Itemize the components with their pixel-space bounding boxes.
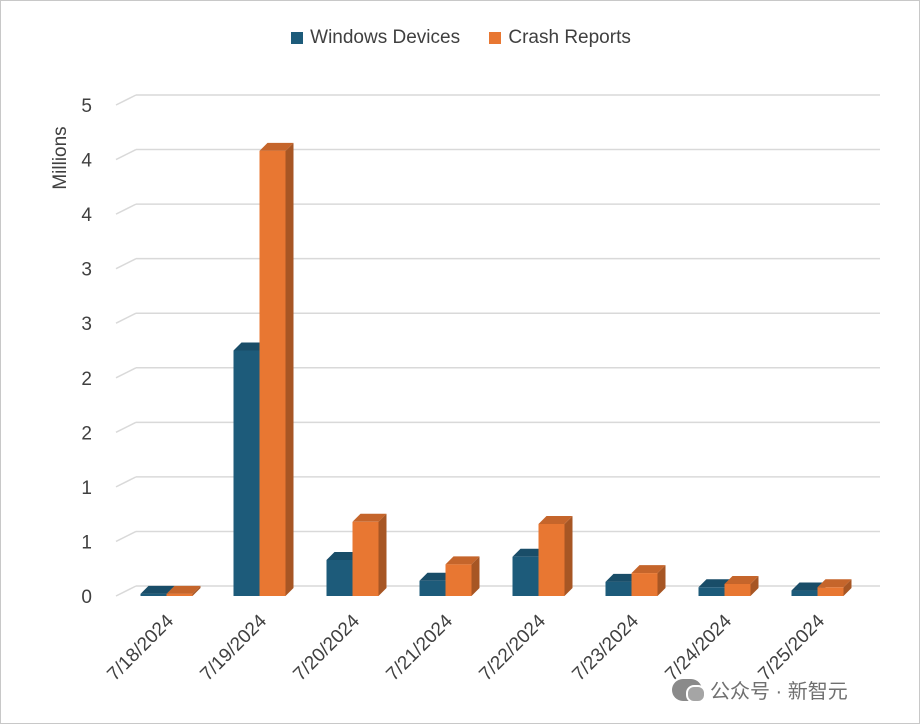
bars bbox=[140, 142, 852, 596]
wechat-icon bbox=[672, 678, 706, 703]
bar-front bbox=[724, 583, 751, 596]
bar-top bbox=[512, 548, 547, 557]
bar-front bbox=[512, 556, 539, 596]
y-axis-ticks: 0 1 1 2 2 3 3 4 4 5 bbox=[81, 96, 92, 608]
gridline-depth bbox=[115, 476, 137, 488]
gridlines bbox=[115, 94, 880, 597]
bar-top bbox=[538, 515, 573, 524]
y-tick-label: 4 bbox=[81, 151, 92, 172]
bar-front bbox=[631, 573, 658, 596]
bar-front bbox=[419, 580, 446, 596]
bar-front bbox=[538, 523, 565, 596]
y-tick-label: 0 bbox=[81, 587, 92, 608]
gridline-depth bbox=[115, 367, 137, 379]
chart-legend: Windows Devices Crash Reports bbox=[0, 27, 922, 50]
legend-item-crash-reports: Crash Reports bbox=[489, 27, 631, 49]
legend-swatch-windows-devices bbox=[291, 32, 304, 44]
gridline-depth bbox=[115, 530, 137, 543]
bar-crash-reports bbox=[817, 579, 852, 596]
legend-label-crash-reports: Crash Reports bbox=[508, 27, 631, 48]
bar-top bbox=[817, 579, 852, 588]
bar-side bbox=[192, 585, 201, 596]
y-tick-label: 2 bbox=[81, 423, 92, 444]
bar-top bbox=[259, 142, 294, 151]
bar-front bbox=[233, 350, 260, 596]
bar-side bbox=[657, 565, 666, 596]
bar-front bbox=[166, 593, 193, 596]
bar-front bbox=[140, 593, 167, 596]
bar-top bbox=[445, 556, 480, 565]
x-tick-label: 7/21/2024 bbox=[382, 610, 457, 685]
bar-top bbox=[724, 575, 759, 584]
x-tick-label: 7/23/2024 bbox=[568, 610, 643, 685]
bar-top bbox=[631, 565, 666, 574]
legend-item-windows-devices: Windows Devices bbox=[291, 27, 460, 49]
bar-front bbox=[698, 587, 725, 596]
bar-front bbox=[352, 521, 379, 596]
bar-side bbox=[750, 575, 759, 596]
y-tick-label: 3 bbox=[81, 260, 92, 281]
bar-crash-reports bbox=[724, 575, 759, 596]
x-tick-label: 7/18/2024 bbox=[103, 610, 178, 685]
bar-top bbox=[166, 585, 201, 594]
bar-side bbox=[471, 556, 480, 596]
bar-side bbox=[378, 513, 387, 596]
bar-crash-reports bbox=[259, 142, 294, 596]
gridline-depth bbox=[115, 203, 137, 215]
bar-top bbox=[326, 551, 361, 560]
bar-side bbox=[843, 579, 852, 596]
bar-crash-reports bbox=[538, 515, 573, 596]
x-tick-label: 7/19/2024 bbox=[196, 610, 271, 685]
y-tick-label: 2 bbox=[81, 369, 92, 390]
legend-swatch-crash-reports bbox=[489, 32, 502, 44]
bar-top bbox=[352, 513, 387, 522]
bar-front bbox=[791, 590, 818, 596]
bar-crash-reports bbox=[166, 585, 201, 596]
bar-front bbox=[445, 564, 472, 596]
bar-top bbox=[233, 342, 268, 351]
y-tick-label: 4 bbox=[81, 205, 92, 226]
bar-front bbox=[259, 150, 286, 596]
gridline-depth bbox=[115, 585, 137, 597]
watermark-text: 公众号 · 新智元 bbox=[710, 681, 848, 703]
y-tick-label: 1 bbox=[81, 532, 92, 553]
gridline-depth bbox=[115, 312, 137, 324]
legend-label-windows-devices: Windows Devices bbox=[310, 27, 461, 48]
bar-top bbox=[419, 572, 454, 581]
y-tick-label: 1 bbox=[81, 478, 92, 499]
x-tick-label: 7/22/2024 bbox=[475, 610, 550, 685]
y-axis-title: Millions bbox=[50, 126, 71, 189]
y-tick-label: 5 bbox=[81, 96, 92, 117]
gridline-depth bbox=[115, 421, 137, 434]
bar-front bbox=[326, 559, 353, 596]
watermark: 公众号 · 新智元 bbox=[672, 675, 848, 704]
bar-top bbox=[791, 582, 826, 591]
bar-crash-reports bbox=[631, 565, 666, 596]
bar-side bbox=[564, 515, 573, 596]
bar-crash-reports bbox=[445, 556, 480, 596]
gridline-depth bbox=[115, 148, 137, 161]
gridline-depth bbox=[115, 94, 137, 106]
bar-front bbox=[605, 581, 632, 596]
bar-crash-reports bbox=[352, 513, 387, 596]
bar-front bbox=[817, 587, 844, 596]
bar-top bbox=[605, 573, 640, 582]
bar-top bbox=[698, 579, 733, 588]
bar-top bbox=[140, 585, 175, 594]
y-tick-label: 3 bbox=[81, 314, 92, 335]
gridline-depth bbox=[115, 257, 137, 270]
bar-side bbox=[285, 142, 294, 596]
x-tick-label: 7/20/2024 bbox=[289, 610, 364, 685]
